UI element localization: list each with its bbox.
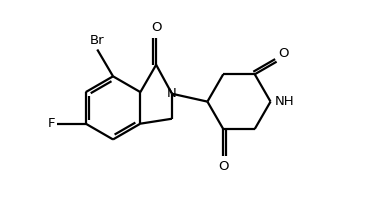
Text: F: F	[48, 117, 55, 130]
Text: O: O	[218, 160, 229, 173]
Text: N: N	[167, 87, 177, 100]
Text: O: O	[279, 47, 289, 60]
Text: Br: Br	[90, 34, 105, 47]
Text: NH: NH	[275, 95, 294, 108]
Text: O: O	[151, 21, 162, 34]
